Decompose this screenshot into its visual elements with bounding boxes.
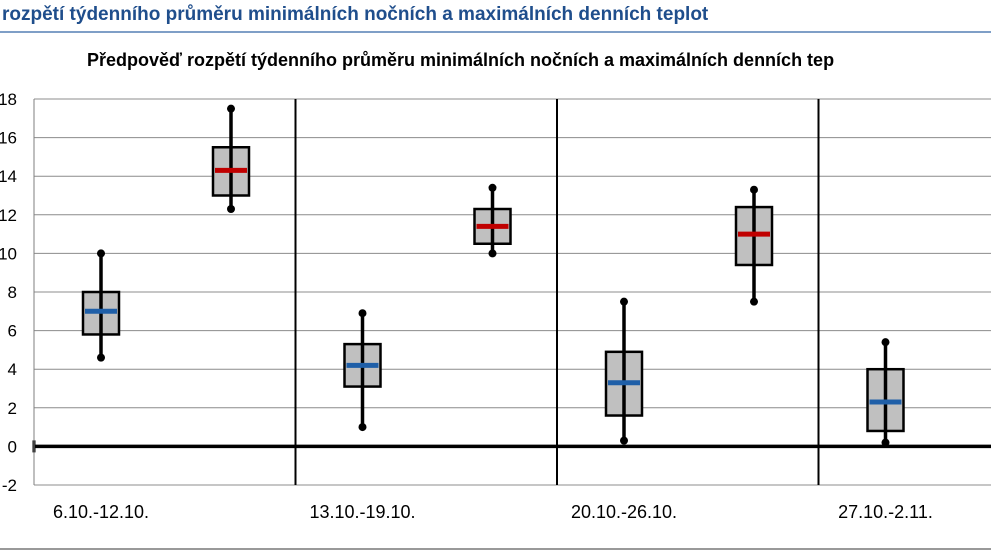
- y-tick-label: 16: [0, 129, 17, 148]
- x-category-label: 6.10.-12.10.: [53, 502, 149, 522]
- whisker-min-point: [358, 423, 367, 432]
- whisker-max-point: [750, 185, 758, 194]
- grid-layer: [34, 98, 991, 486]
- y-tick-label: -2: [2, 476, 17, 495]
- label-layer: -2 0 2 4 6 8 10 12 14 16 18 6.10.-12.10. 13.10.-19.1…: [0, 90, 933, 522]
- y-tick-label: 8: [8, 283, 17, 302]
- y-tick-label: 10: [0, 244, 17, 263]
- y-tick-label: 2: [8, 399, 17, 418]
- y-tick-label: 12: [0, 206, 17, 225]
- whisker-max-point: [881, 338, 890, 347]
- x-category-label: 13.10.-19.10.: [309, 502, 415, 522]
- chart-title: Předpověď rozpětí týdenního průměru mini…: [87, 50, 834, 70]
- whisker-min-point: [488, 249, 497, 258]
- x-category-label: 27.10.-2.11.: [838, 502, 933, 522]
- page-heading: rozpětí týdenního průměru minimálních no…: [2, 4, 709, 25]
- whisker-max-point: [227, 104, 235, 113]
- whisker-min-point: [881, 438, 890, 447]
- whisker-min-point: [750, 297, 758, 306]
- box-layer: [81, 104, 905, 447]
- whisker-max-point: [358, 309, 367, 318]
- bottom-divider: [0, 548, 991, 550]
- x-category-label: 20.10.-26.10.: [571, 502, 677, 522]
- whisker-min-point: [97, 353, 105, 362]
- y-tick-label: 4: [8, 360, 17, 379]
- y-tick-label: 6: [8, 322, 17, 341]
- axis-layer: [32, 99, 991, 485]
- whisker-min-point: [620, 436, 628, 445]
- heading-divider: [0, 31, 991, 33]
- y-tick-label: 14: [0, 167, 17, 186]
- y-tick-label: 18: [0, 90, 17, 109]
- whisker-max-point: [488, 183, 497, 192]
- y-tick-label: 0: [8, 437, 17, 456]
- whisker-max-point: [620, 297, 628, 306]
- whisker-min-point: [227, 205, 235, 214]
- whisker-max-point: [97, 249, 105, 258]
